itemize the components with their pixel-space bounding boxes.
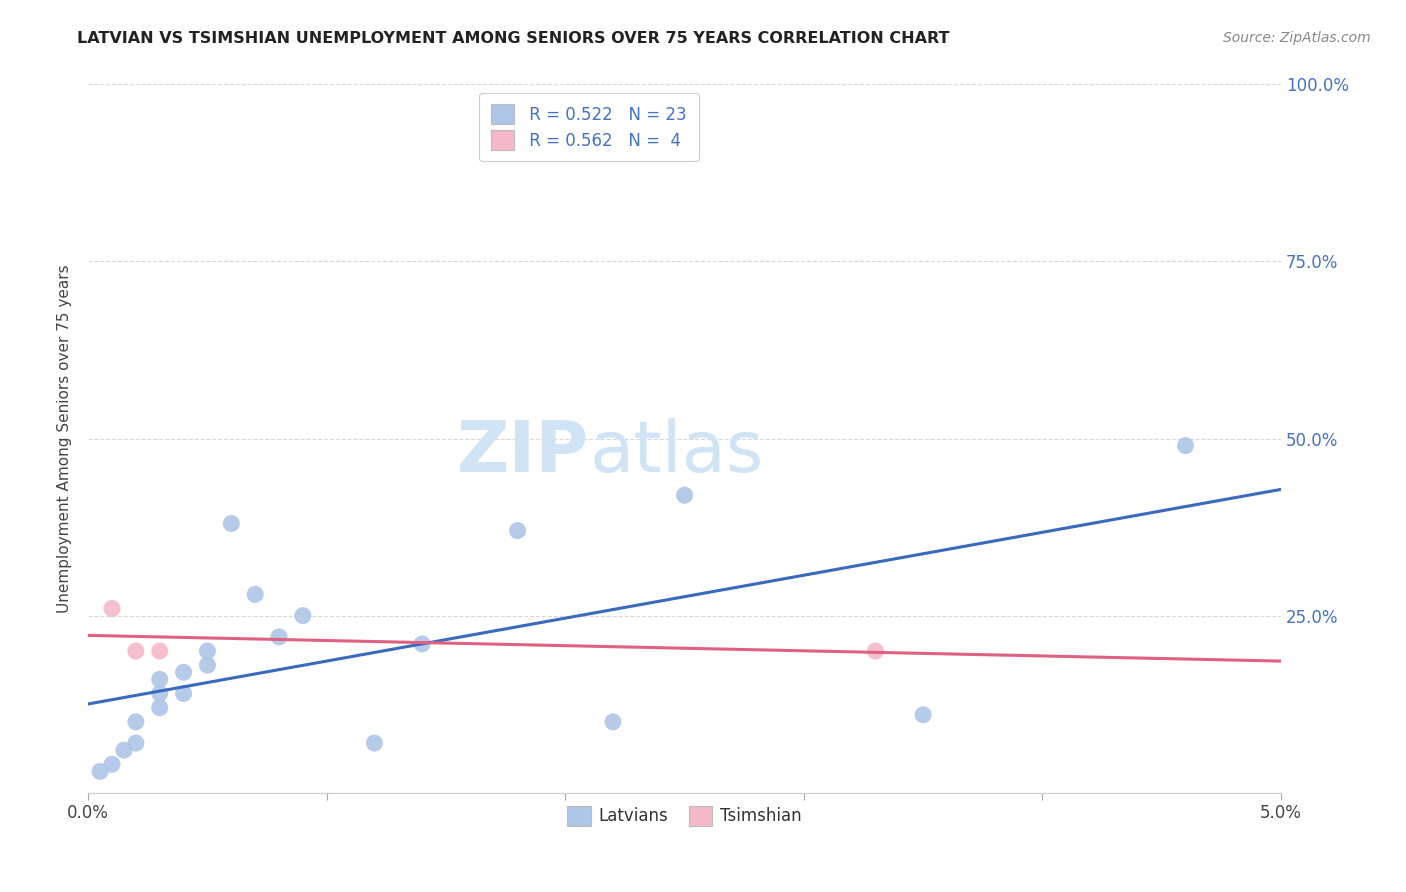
Point	[149, 686, 172, 700]
Point	[149, 644, 172, 658]
Point	[1174, 439, 1197, 453]
Point	[112, 743, 135, 757]
Point	[865, 644, 887, 658]
Y-axis label: Unemployment Among Seniors over 75 years: Unemployment Among Seniors over 75 years	[58, 264, 72, 613]
Point	[149, 700, 172, 714]
Point	[125, 714, 148, 729]
Text: ZIP: ZIP	[457, 418, 589, 487]
Point	[506, 524, 529, 538]
Point	[101, 601, 124, 615]
Point	[602, 714, 624, 729]
Point	[197, 644, 219, 658]
Point	[363, 736, 385, 750]
Legend: Latvians, Tsimshian: Latvians, Tsimshian	[558, 798, 810, 834]
Point	[243, 587, 266, 601]
Point	[291, 608, 314, 623]
Point	[173, 686, 195, 700]
Point	[89, 764, 111, 779]
Text: LATVIAN VS TSIMSHIAN UNEMPLOYMENT AMONG SENIORS OVER 75 YEARS CORRELATION CHART: LATVIAN VS TSIMSHIAN UNEMPLOYMENT AMONG …	[77, 31, 950, 46]
Point	[912, 707, 935, 722]
Text: atlas: atlas	[589, 418, 763, 487]
Text: Source: ZipAtlas.com: Source: ZipAtlas.com	[1223, 31, 1371, 45]
Point	[125, 644, 148, 658]
Point	[673, 488, 696, 502]
Point	[411, 637, 433, 651]
Point	[149, 673, 172, 687]
Point	[197, 658, 219, 673]
Point	[125, 736, 148, 750]
Point	[173, 665, 195, 680]
Point	[101, 757, 124, 772]
Point	[267, 630, 290, 644]
Point	[221, 516, 243, 531]
